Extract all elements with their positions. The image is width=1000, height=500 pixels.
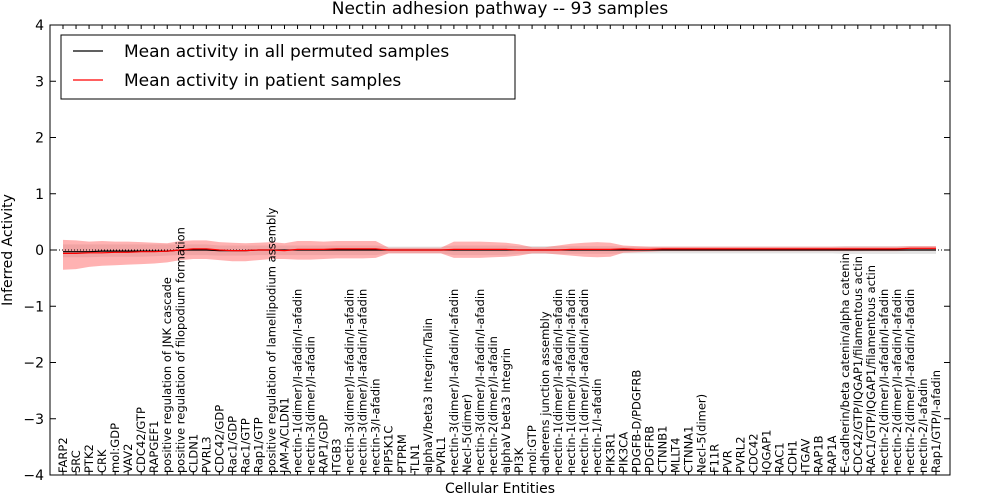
- x-tick-label: RAC1: [773, 442, 787, 473]
- x-tick-label: nectin-1(dimer)/I-afadin/I-afadin: [577, 289, 591, 473]
- confidence-bands: [63, 239, 936, 270]
- x-tick-label: TLN1: [408, 444, 422, 474]
- x-tick-label: positive regulation of filopodium format…: [173, 227, 187, 473]
- x-tick-label: CDC42/GTP/IQGAP1/filamentous actin: [851, 256, 865, 473]
- x-tick-label: RAP1B: [812, 435, 826, 473]
- x-tick-label: PDGFB-D/PDGFRB: [629, 370, 643, 473]
- y-tick-label: 3: [35, 74, 44, 90]
- x-tick-label: CTNNA1: [681, 426, 695, 473]
- x-tick-label: RAP1A: [825, 435, 839, 473]
- x-tick-label: alphaV/beta3 Integrin/Talin: [421, 318, 435, 473]
- legend-label: Mean activity in all permuted samples: [124, 42, 449, 62]
- x-tick-label: nectin-3(dimer)/I-afadin/I-afadin: [447, 289, 461, 473]
- x-tick-label: Necl-5(dimer): [695, 394, 709, 473]
- y-tick-label: 1: [35, 187, 44, 203]
- legend-label: Mean activity in patient samples: [124, 71, 401, 91]
- x-tick-label: PIK3R1: [603, 433, 617, 474]
- x-tick-label: nectin-1/I-afadin: [590, 379, 604, 474]
- x-tick-label: PVR: [721, 450, 735, 473]
- series-line-patient: [63, 247, 936, 254]
- y-tick-label: −4: [23, 468, 44, 484]
- x-tick-label: CDC42: [747, 433, 761, 473]
- y-tick-label: 0: [35, 243, 44, 259]
- x-tick-label: CRK: [95, 449, 109, 473]
- x-tick-label: nectin-3(dimer)/I-afadin/I-afadin: [343, 289, 357, 473]
- x-tick-label: alphaV beta3 Integrin: [499, 348, 513, 473]
- x-tick-label: adherens junction assembly: [538, 311, 552, 473]
- x-tick-label: PVRL1: [434, 436, 448, 473]
- x-tick-label: RAPGEF1: [147, 421, 161, 473]
- x-tick-label: ITGB3: [330, 438, 344, 473]
- y-tick-label: −2: [23, 356, 44, 372]
- x-tick-label: CDH1: [786, 440, 800, 473]
- x-tick-label: nectin-3(dimer)/I-afadin/I-afadin: [473, 289, 487, 473]
- x-tick-label: nectin-2(dimer)/I-afadin/I-afadin: [903, 289, 917, 473]
- chart-title: Nectin adhesion pathway -- 93 samples: [332, 0, 669, 19]
- x-tick-label: nectin-3/I-afadin: [369, 379, 383, 474]
- x-tick-label: F11R: [708, 444, 722, 473]
- x-tick-label: JAM-A/CLDN1: [278, 397, 292, 474]
- x-tick-label: MLLT4: [668, 438, 682, 474]
- x-tick-label: mol:GTP: [525, 425, 539, 473]
- x-tick-label: nectin-2(dimer)/I-afadin: [486, 336, 500, 473]
- series-lines: [63, 247, 936, 254]
- x-tick-label: nectin-2(dimer)/I-afadin/I-afadin: [890, 289, 904, 473]
- x-tick-label: PVRL2: [734, 436, 748, 473]
- x-tick-label: nectin-1(dimer)/I-afadin/I-afadin: [564, 289, 578, 473]
- x-tick-label: PDGFRB: [642, 426, 656, 473]
- x-tick-label: PI3K: [512, 447, 526, 473]
- x-tick-label: CLDN1: [186, 434, 200, 473]
- x-tick-label: Rac1/GTP: [238, 418, 252, 473]
- x-tick-label: positive regulation of lamellipodium ass…: [265, 208, 279, 473]
- x-tick-label: IQGAP1: [760, 430, 774, 473]
- x-tick-label: nectin-3(dimer)/I-afadin: [304, 336, 318, 473]
- x-tick-label: nectin-1(dimer)/I-afadin/I-afadin: [291, 289, 305, 473]
- legend-box: [60, 34, 516, 100]
- y-axis-label: Inferred Activity: [0, 194, 16, 306]
- x-tick-label: mol:GDP: [108, 423, 122, 473]
- legend: Mean activity in all permuted samples Mea…: [60, 34, 516, 100]
- x-tick-label: nectin-3(dimer)/I-afadin/I-afadin: [356, 289, 370, 473]
- x-tick-label: E-cadherin/beta catenin/alpha catenin: [838, 253, 852, 473]
- x-axis: FARP2 SRC PTK2 CRK mol:GDP VAV2 CDC42/GTP RAPGE…: [56, 25, 943, 475]
- x-tick-label: RAP1/GDP: [317, 415, 331, 473]
- y-axis: −4 −3 −2 −1 0 1 2 3 4: [23, 18, 950, 484]
- x-tick-label: nectin-1(dimer)/I-afadin/I-afadin: [551, 289, 565, 473]
- x-tick-label: nectin-2/I-afadin: [916, 379, 930, 474]
- y-tick-label: −3: [23, 412, 44, 428]
- x-tick-label: FARP2: [56, 437, 70, 473]
- x-tick-label: PTPRM: [395, 434, 409, 473]
- x-tick-label: CDC42/GTP: [134, 407, 148, 473]
- x-tick-label: PTK2: [82, 444, 96, 473]
- x-tick-label: PVRL3: [199, 436, 213, 473]
- x-tick-label: ITGAV: [799, 439, 813, 473]
- x-tick-label: PIK3CA: [616, 432, 630, 473]
- band-patient: [63, 239, 936, 270]
- y-tick-label: 2: [35, 131, 44, 147]
- x-tick-label: Rap1/GTP/I-afadin: [929, 370, 943, 473]
- x-tick-label: positive regulation of JNK cascade: [160, 277, 174, 473]
- x-tick-label: CTNNB1: [655, 426, 669, 473]
- x-tick-label: Necl-5(dimer): [460, 394, 474, 473]
- x-tick-label: nectin-2(dimer)/I-afadin/I-afadin: [877, 289, 891, 473]
- x-tick-label: VAV2: [121, 444, 135, 473]
- x-tick-label: Rac1/GDP: [225, 416, 239, 473]
- x-tick-label: PIP5K1C: [382, 426, 396, 473]
- x-tick-label: RAC1/GTP/IQGAP1/filamentous actin: [864, 265, 878, 473]
- x-axis-label: Cellular Entities: [445, 481, 555, 497]
- x-tick-label: Rap1/GTP: [251, 417, 265, 473]
- y-tick-label: 4: [35, 18, 44, 34]
- x-tick-label: SRC: [69, 450, 83, 473]
- y-tick-label: −1: [23, 299, 44, 315]
- x-tick-label: CDC42/GDP: [212, 405, 226, 473]
